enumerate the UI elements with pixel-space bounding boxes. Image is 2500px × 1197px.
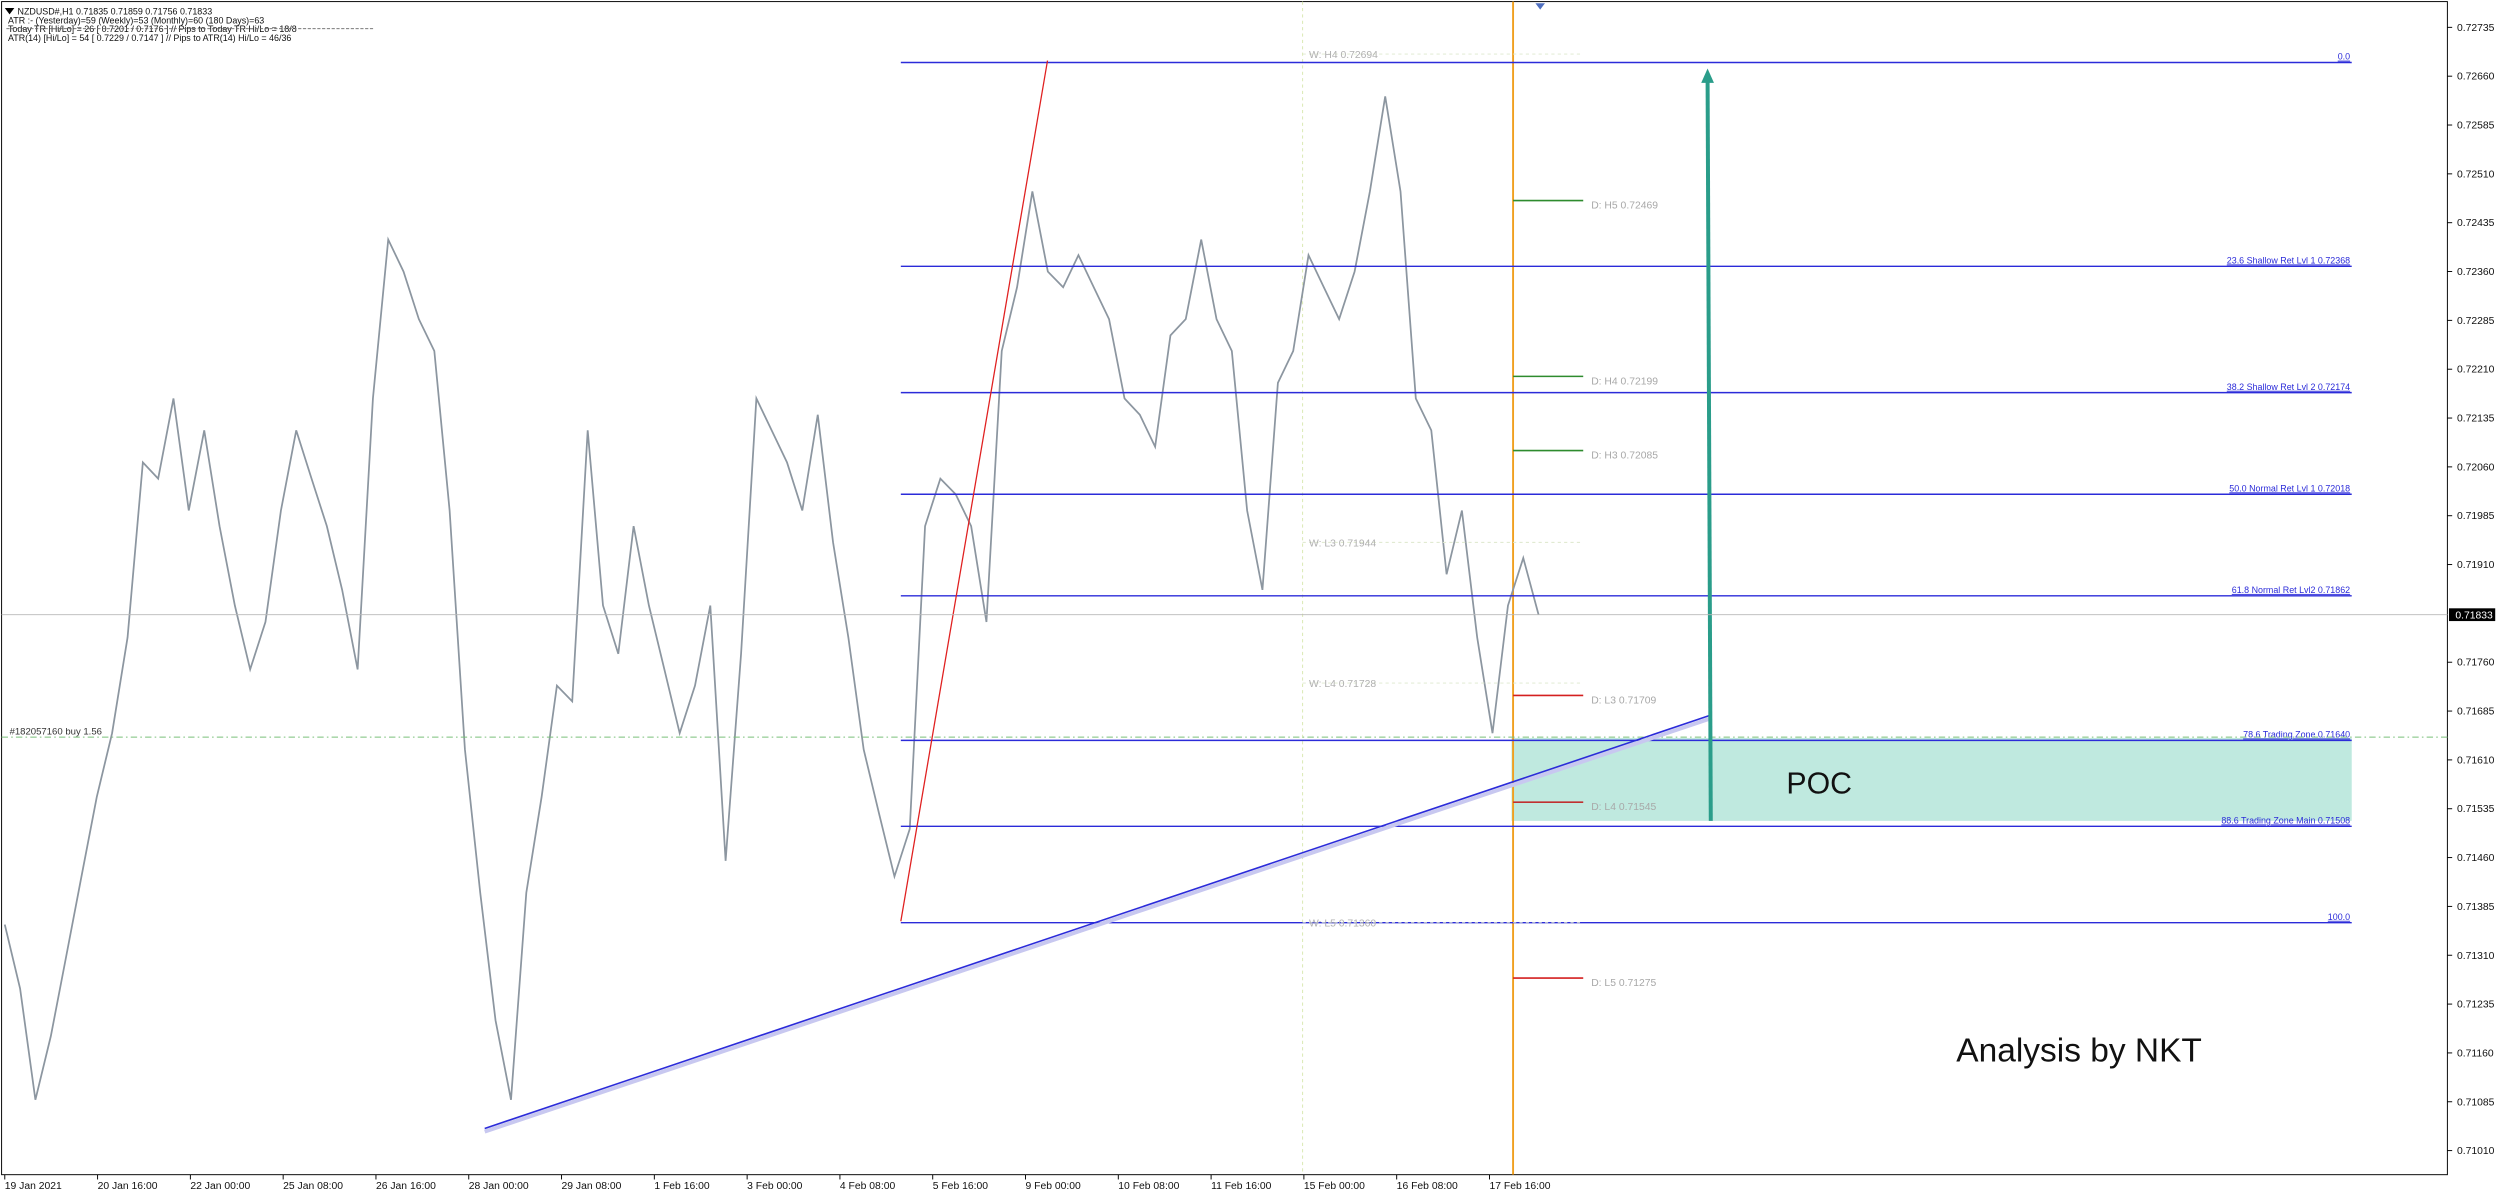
x-tick-label: 16 Feb 08:00 xyxy=(1397,1181,1458,1192)
x-tick-label: 25 Jan 08:00 xyxy=(283,1181,343,1192)
y-tick-label: 0.71610 xyxy=(2457,755,2495,766)
daily-pivot-label: D: H3 0.72085 xyxy=(1591,451,1658,462)
last-price-label: 0.71833 xyxy=(2455,610,2493,621)
x-tick-label: 17 Feb 16:00 xyxy=(1489,1181,1550,1192)
daily-pivot-label: D: L4 0.71545 xyxy=(1591,802,1656,813)
last-price-tag xyxy=(2448,608,2496,622)
fib-anchor-line xyxy=(900,60,1049,922)
y-tick-label: 0.71910 xyxy=(2457,560,2495,571)
x-tick-label: 10 Feb 08:00 xyxy=(1118,1181,1179,1192)
header-line: ATR(14) [Hi/Lo] = 54 [ 0.7229 / 0.7147 ]… xyxy=(8,33,291,43)
y-tick-label: 0.71160 xyxy=(2457,1048,2494,1059)
y-tick-label: 0.72285 xyxy=(2457,316,2495,327)
header: NZDUSD#,H1 0.71835 0.71859 0.71756 0.718… xyxy=(8,6,297,43)
trendline-shadow xyxy=(484,716,1710,1134)
y-tick-label: 0.71085 xyxy=(2457,1097,2495,1108)
y-tick-label: 0.71760 xyxy=(2457,658,2495,669)
daily-pivot-label: D: L3 0.71709 xyxy=(1591,695,1656,706)
y-tick-label: 0.71460 xyxy=(2457,853,2495,864)
y-tick-label: 0.71310 xyxy=(2457,951,2495,962)
y-tick-label: 0.72585 xyxy=(2457,121,2495,132)
fib-level-label: 23.6 Shallow Ret Lvl 1 0.72368 xyxy=(2227,255,2350,265)
axes: 0.72735 0.72660 0.72585 0.72510 0.72435 0.723… xyxy=(1,23,2496,1192)
header-icon xyxy=(4,7,15,15)
daily-pivot-label: D: L5 0.71275 xyxy=(1591,978,1656,989)
daily-pivot-label: D: H4 0.72199 xyxy=(1591,376,1658,387)
arrow-head xyxy=(1701,68,1714,83)
y-tick-label: 0.72660 xyxy=(2457,72,2495,83)
weekly-pivot-label: W: L5 0.71360 xyxy=(1309,919,1376,930)
x-tick-label: 26 Jan 16:00 xyxy=(376,1181,436,1192)
price-line xyxy=(3,96,1540,1100)
poc-zone xyxy=(1511,737,2352,821)
fib-level-label: 61.8 Normal Ret Lvl2 0.71862 xyxy=(2232,585,2350,595)
header-line: ATR :- (Yesterday)=59 (Weekly)=53 (Month… xyxy=(8,15,264,25)
y-tick-label: 0.72360 xyxy=(2457,267,2495,278)
header-line: Today TR [Hi/Lo] = 26 [ 0.7201 / 0.7176 … xyxy=(8,24,297,34)
x-tick-label: 5 Feb 16:00 xyxy=(933,1181,989,1192)
y-tick-label: 0.71010 xyxy=(2457,1146,2495,1157)
order-label: #182057160 buy 1.56 xyxy=(10,727,102,738)
y-tick-label: 0.71385 xyxy=(2457,902,2495,913)
fib-level-label: 50.0 Normal Ret Lvl 1 0.72018 xyxy=(2229,483,2350,493)
y-tick-label: 0.71535 xyxy=(2457,804,2495,815)
x-tick-label: 1 Feb 16:00 xyxy=(654,1181,710,1192)
fib-level-label: 100.0 xyxy=(2328,912,2350,922)
weekly-pivot-label: W: L4 0.71728 xyxy=(1309,679,1376,690)
y-tick-label: 0.72060 xyxy=(2457,462,2495,473)
poc-label: POC xyxy=(1786,768,1852,801)
x-tick-label: 11 Feb 16:00 xyxy=(1211,1181,1272,1192)
daily-pivot-label: D: H5 0.72469 xyxy=(1591,201,1658,212)
x-tick-label: 20 Jan 16:00 xyxy=(98,1181,158,1192)
y-tick-label: 0.72210 xyxy=(2457,365,2495,376)
series-layer xyxy=(3,96,1540,1100)
plot-frame xyxy=(1,1,2448,1176)
y-tick-label: 0.72435 xyxy=(2457,218,2495,229)
x-tick-label: 4 Feb 08:00 xyxy=(840,1181,896,1192)
watermark: Analysis by NKT xyxy=(1956,1033,2202,1070)
shift-marker xyxy=(1535,3,1545,10)
fib-level-label: 0.0 xyxy=(2338,52,2350,62)
x-tick-label: 9 Feb 00:00 xyxy=(1026,1181,1082,1192)
x-tick-label: 28 Jan 00:00 xyxy=(469,1181,529,1192)
fib-level-label: 88.6 Trading Zone Main 0.71508 xyxy=(2221,815,2350,825)
arrow-shaft xyxy=(1705,79,1713,821)
x-tick-label: 22 Jan 00:00 xyxy=(190,1181,250,1192)
levels-layer: 0.0 23.6 Shallow Ret Lvl 1 0.72368 38.2 Sh… xyxy=(1,50,2448,989)
weekly-pivot-label: W: H4 0.72694 xyxy=(1309,50,1378,61)
x-tick-label: 15 Feb 00:00 xyxy=(1304,1181,1365,1192)
y-tick-label: 0.72735 xyxy=(2457,23,2495,34)
y-tick-label: 0.72135 xyxy=(2457,414,2495,425)
trendline xyxy=(484,714,1710,1130)
header-line: NZDUSD#,H1 0.71835 0.71859 0.71756 0.718… xyxy=(18,6,213,16)
fib-level-label: 78.6 Trading Zone 0.71640 xyxy=(2243,729,2350,739)
y-tick-label: 0.72510 xyxy=(2457,169,2495,180)
y-tick-label: 0.71985 xyxy=(2457,511,2495,522)
y-tick-label: 0.71685 xyxy=(2457,707,2495,718)
x-tick-label: 3 Feb 00:00 xyxy=(747,1181,803,1192)
fib-level-label: 38.2 Shallow Ret Lvl 2 0.72174 xyxy=(2227,382,2350,392)
weekly-pivot-label: W: L3 0.71944 xyxy=(1309,538,1376,549)
y-tick-label: 0.71235 xyxy=(2457,1000,2495,1011)
x-tick-label: 19 Jan 2021 xyxy=(5,1181,62,1192)
x-tick-label: 29 Jan 08:00 xyxy=(562,1181,622,1192)
